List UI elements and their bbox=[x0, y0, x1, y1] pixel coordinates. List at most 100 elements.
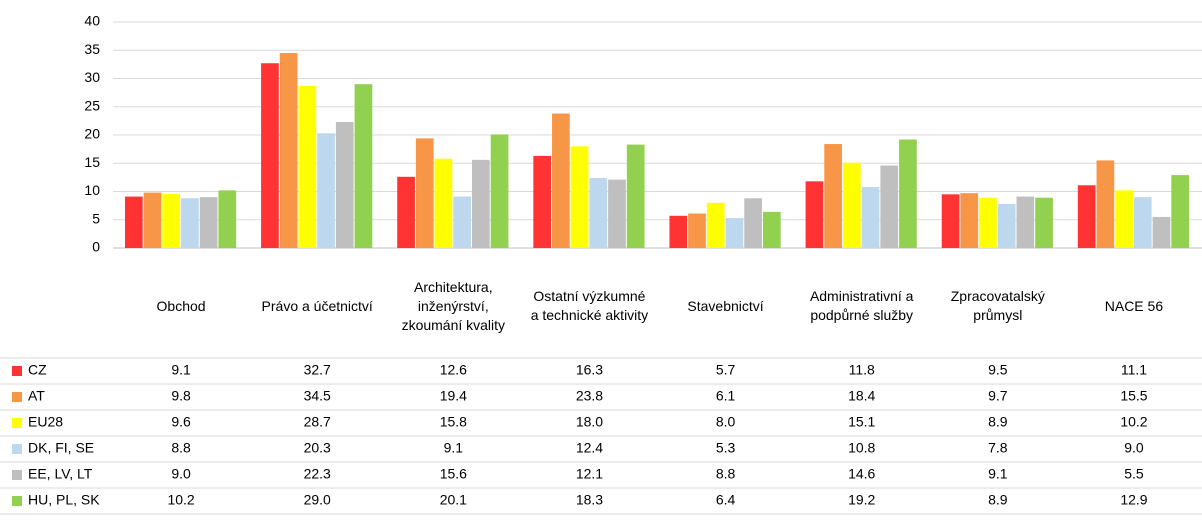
bar bbox=[941, 194, 960, 248]
bar bbox=[261, 63, 279, 249]
y-tick-label: 35 bbox=[84, 41, 100, 57]
table-cell: 12.9 bbox=[1120, 492, 1147, 508]
bar bbox=[415, 138, 434, 248]
table-cell: 20.1 bbox=[440, 492, 467, 508]
bar bbox=[317, 133, 335, 248]
table-cell: 18.0 bbox=[576, 414, 603, 430]
x-tick-label: NACE 56 bbox=[1104, 297, 1164, 314]
table-cell: 8.8 bbox=[716, 466, 736, 482]
table-cell: 9.6 bbox=[171, 414, 191, 430]
y-tick-label: 25 bbox=[84, 97, 100, 113]
bar bbox=[880, 165, 899, 248]
table-cell: 15.5 bbox=[1120, 388, 1147, 404]
table-cell: 29.0 bbox=[304, 492, 331, 508]
x-tick-label: Obchod bbox=[156, 297, 206, 314]
legend-swatch bbox=[12, 444, 22, 454]
bar bbox=[162, 193, 181, 248]
table-cell: 9.1 bbox=[171, 362, 191, 378]
table-cell: 15.6 bbox=[440, 466, 467, 482]
y-tick-label: 20 bbox=[84, 126, 100, 142]
table-cell: 28.7 bbox=[304, 414, 331, 430]
table-cell: 8.9 bbox=[988, 414, 1008, 430]
bar bbox=[279, 53, 298, 249]
x-tick-label: Architektura, inženýrství, zkoumání kval… bbox=[401, 278, 506, 333]
table-cell: 34.5 bbox=[304, 388, 331, 404]
legend-swatch bbox=[12, 470, 22, 480]
legend-swatch bbox=[12, 418, 22, 428]
legend-label: HU, PL, SK bbox=[28, 492, 100, 508]
bar bbox=[570, 146, 589, 248]
bar bbox=[1152, 216, 1171, 248]
bar bbox=[706, 202, 725, 248]
table-cell: 6.1 bbox=[716, 388, 736, 404]
table-cell: 10.8 bbox=[848, 440, 875, 456]
bar bbox=[143, 192, 162, 248]
bar bbox=[354, 84, 373, 249]
table-cell: 19.2 bbox=[848, 492, 875, 508]
table-cell: 9.7 bbox=[988, 388, 1008, 404]
bar bbox=[824, 144, 842, 248]
bar bbox=[453, 196, 472, 248]
table-cell: 9.8 bbox=[171, 388, 191, 404]
table-cell: 6.4 bbox=[716, 492, 736, 508]
table-cell: 18.3 bbox=[576, 492, 603, 508]
bar bbox=[335, 122, 354, 248]
bar bbox=[397, 176, 415, 248]
y-tick-label: 30 bbox=[84, 69, 100, 85]
bar bbox=[1096, 160, 1115, 248]
bar bbox=[552, 113, 570, 248]
y-tick-label: 0 bbox=[92, 239, 100, 255]
bar bbox=[1133, 197, 1152, 248]
bar bbox=[725, 218, 744, 248]
bar bbox=[1077, 185, 1096, 248]
table-cell: 9.0 bbox=[171, 466, 191, 482]
table-cell: 18.4 bbox=[848, 388, 875, 404]
bar bbox=[533, 155, 552, 248]
table-cell: 22.3 bbox=[304, 466, 331, 482]
bar bbox=[181, 198, 199, 248]
bar bbox=[626, 144, 645, 248]
bar bbox=[899, 139, 917, 248]
table-cell: 8.0 bbox=[716, 414, 736, 430]
x-tick-label: Zpracovatalský průmysl bbox=[950, 288, 1045, 323]
bar bbox=[124, 196, 143, 248]
legend-swatch bbox=[12, 496, 22, 506]
legend-label: EU28 bbox=[28, 414, 63, 430]
table-cell: 7.8 bbox=[988, 440, 1008, 456]
bar bbox=[608, 179, 626, 248]
legend-label: AT bbox=[28, 388, 45, 404]
table-cell: 9.1 bbox=[988, 466, 1008, 482]
legend-label: EE, LV, LT bbox=[28, 466, 93, 482]
bar bbox=[805, 181, 824, 248]
bar bbox=[688, 213, 706, 248]
table-cell: 14.6 bbox=[848, 466, 875, 482]
table-cell: 9.0 bbox=[1124, 440, 1144, 456]
table-cell: 9.5 bbox=[988, 362, 1008, 378]
bar bbox=[490, 134, 509, 248]
x-tick-label: Právo a účetnictví bbox=[261, 297, 373, 314]
legend-swatch bbox=[12, 392, 22, 402]
table-cell: 10.2 bbox=[167, 492, 194, 508]
legend-label: DK, FI, SE bbox=[28, 440, 94, 456]
table-cell: 5.5 bbox=[1124, 466, 1144, 482]
y-tick-label: 5 bbox=[92, 210, 100, 226]
bar bbox=[997, 203, 1016, 248]
table-cell: 23.8 bbox=[576, 388, 603, 404]
table-cell: 8.9 bbox=[988, 492, 1008, 508]
x-tick-label: Administrativní a podpůrné služby bbox=[809, 288, 914, 323]
x-tick-label: Stavebnictví bbox=[687, 297, 764, 314]
bar bbox=[1171, 175, 1190, 248]
table-cell: 5.7 bbox=[716, 362, 736, 378]
table-cell: 10.2 bbox=[1120, 414, 1147, 430]
bar bbox=[589, 177, 608, 248]
table-cell: 19.4 bbox=[440, 388, 467, 404]
bar bbox=[472, 159, 490, 248]
table-cell: 32.7 bbox=[304, 362, 331, 378]
bar bbox=[960, 193, 979, 248]
table-cell: 5.3 bbox=[716, 440, 736, 456]
bar bbox=[744, 198, 762, 248]
bar bbox=[199, 197, 218, 248]
bar bbox=[434, 158, 453, 248]
